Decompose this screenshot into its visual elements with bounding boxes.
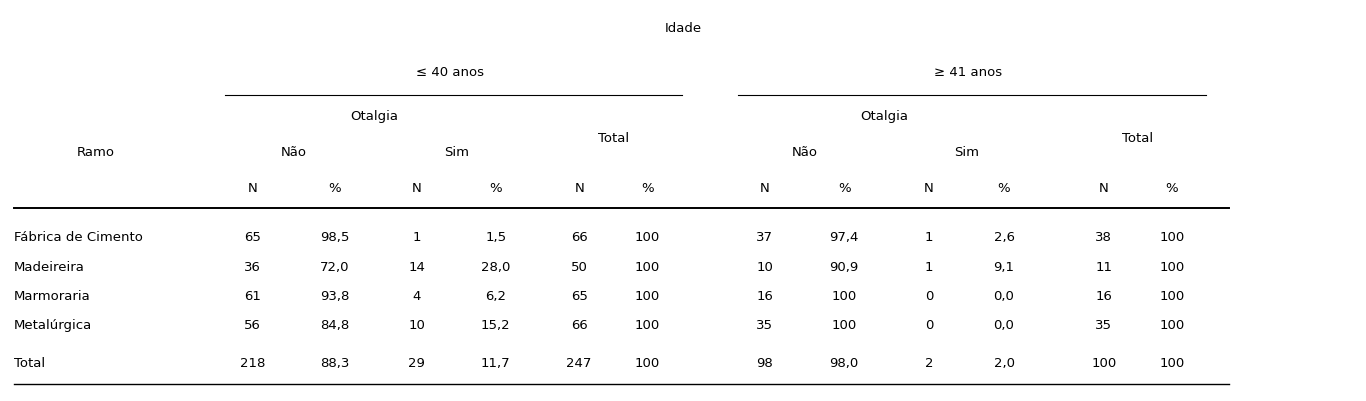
Text: 29: 29 [408, 356, 425, 369]
Text: 0,0: 0,0 [993, 290, 1015, 302]
Text: N: N [923, 182, 934, 195]
Text: 100: 100 [832, 290, 856, 302]
Text: Otalgia: Otalgia [861, 110, 908, 123]
Text: N: N [1098, 182, 1109, 195]
Text: 28,0: 28,0 [481, 260, 511, 273]
Text: ≤ 40 anos: ≤ 40 anos [417, 66, 484, 79]
Text: %: % [328, 182, 342, 195]
Text: 72,0: 72,0 [320, 260, 350, 273]
Text: 1: 1 [925, 231, 933, 244]
Text: 100: 100 [635, 290, 660, 302]
Text: %: % [997, 182, 1011, 195]
Text: Total: Total [14, 356, 45, 369]
Text: 38: 38 [1096, 231, 1112, 244]
Text: 10: 10 [757, 260, 773, 273]
Text: N: N [759, 182, 770, 195]
Text: 90,9: 90,9 [829, 260, 859, 273]
Text: 100: 100 [1091, 356, 1116, 369]
Text: 1: 1 [413, 231, 421, 244]
Text: 2,6: 2,6 [993, 231, 1015, 244]
Text: 84,8: 84,8 [320, 318, 350, 331]
Text: Sim: Sim [444, 146, 469, 159]
Text: 1,5: 1,5 [485, 231, 507, 244]
Text: 2: 2 [925, 356, 933, 369]
Text: %: % [1165, 182, 1179, 195]
Text: 98: 98 [757, 356, 773, 369]
Text: 65: 65 [245, 231, 261, 244]
Text: Não: Não [791, 146, 818, 159]
Text: Ramo: Ramo [76, 146, 115, 158]
Text: %: % [489, 182, 503, 195]
Text: Marmoraria: Marmoraria [14, 290, 90, 302]
Text: 100: 100 [1160, 290, 1184, 302]
Text: 1: 1 [925, 260, 933, 273]
Text: 100: 100 [1160, 231, 1184, 244]
Text: 88,3: 88,3 [320, 356, 350, 369]
Text: Total: Total [1123, 132, 1153, 145]
Text: 11: 11 [1096, 260, 1112, 273]
Text: 9,1: 9,1 [993, 260, 1015, 273]
Text: Sim: Sim [953, 146, 979, 159]
Text: N: N [247, 182, 258, 195]
Text: 11,7: 11,7 [481, 356, 511, 369]
Text: 98,0: 98,0 [829, 356, 859, 369]
Text: 98,5: 98,5 [320, 231, 350, 244]
Text: 100: 100 [1160, 356, 1184, 369]
Text: Otalgia: Otalgia [350, 110, 399, 123]
Text: Metalúrgica: Metalúrgica [14, 318, 92, 331]
Text: Não: Não [280, 146, 307, 159]
Text: 66: 66 [571, 231, 587, 244]
Text: 36: 36 [245, 260, 261, 273]
Text: N: N [411, 182, 422, 195]
Text: %: % [641, 182, 654, 195]
Text: 97,4: 97,4 [829, 231, 859, 244]
Text: 35: 35 [1096, 318, 1112, 331]
Text: 218: 218 [240, 356, 265, 369]
Text: 6,2: 6,2 [485, 290, 507, 302]
Text: Total: Total [598, 132, 628, 145]
Text: 0,0: 0,0 [993, 318, 1015, 331]
Text: 100: 100 [832, 318, 856, 331]
Text: 10: 10 [408, 318, 425, 331]
Text: 100: 100 [635, 318, 660, 331]
Text: Idade: Idade [664, 22, 702, 34]
Text: %: % [837, 182, 851, 195]
Text: 15,2: 15,2 [481, 318, 511, 331]
Text: 100: 100 [635, 231, 660, 244]
Text: ≥ 41 anos: ≥ 41 anos [934, 66, 1003, 79]
Text: 14: 14 [408, 260, 425, 273]
Text: 0: 0 [925, 290, 933, 302]
Text: 50: 50 [571, 260, 587, 273]
Text: 0: 0 [925, 318, 933, 331]
Text: 100: 100 [635, 260, 660, 273]
Text: 100: 100 [1160, 260, 1184, 273]
Text: N: N [574, 182, 585, 195]
Text: 61: 61 [245, 290, 261, 302]
Text: 65: 65 [571, 290, 587, 302]
Text: 247: 247 [567, 356, 591, 369]
Text: 100: 100 [635, 356, 660, 369]
Text: 35: 35 [757, 318, 773, 331]
Text: 66: 66 [571, 318, 587, 331]
Text: 37: 37 [757, 231, 773, 244]
Text: Fábrica de Cimento: Fábrica de Cimento [14, 231, 142, 244]
Text: 16: 16 [1096, 290, 1112, 302]
Text: 93,8: 93,8 [320, 290, 350, 302]
Text: 100: 100 [1160, 318, 1184, 331]
Text: 4: 4 [413, 290, 421, 302]
Text: 2,0: 2,0 [993, 356, 1015, 369]
Text: Madeireira: Madeireira [14, 260, 85, 273]
Text: 16: 16 [757, 290, 773, 302]
Text: 56: 56 [245, 318, 261, 331]
